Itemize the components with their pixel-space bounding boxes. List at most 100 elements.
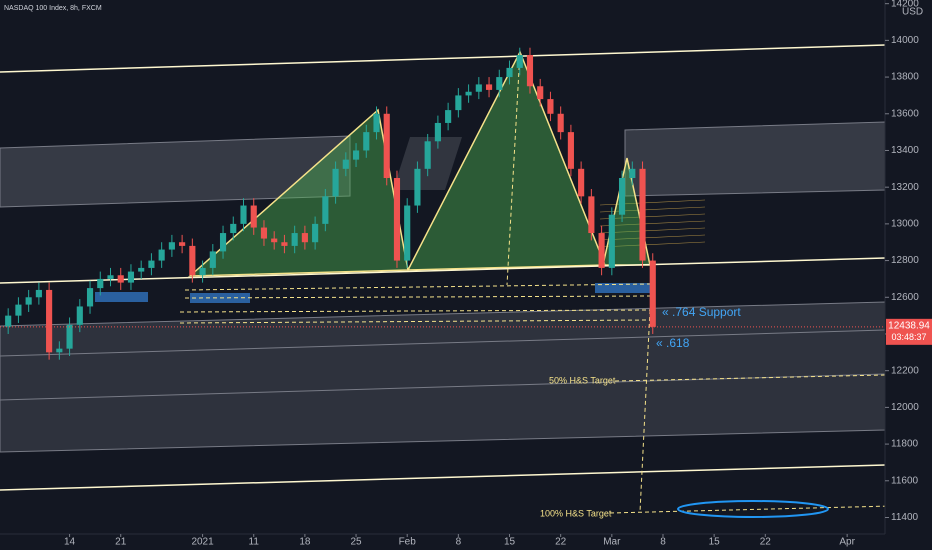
candle-body xyxy=(537,86,544,100)
candle-body xyxy=(506,67,513,78)
plot xyxy=(5,47,656,360)
neckline xyxy=(0,257,886,284)
candle-body xyxy=(209,251,216,268)
candle-body xyxy=(35,289,42,298)
demand-zone xyxy=(190,293,250,303)
candle-body xyxy=(629,168,636,178)
candle-body xyxy=(117,275,124,283)
y-tick-label: 12200 xyxy=(891,365,919,376)
x-tick-label: 18 xyxy=(299,537,311,548)
candle-body xyxy=(618,178,626,215)
support-band xyxy=(0,301,886,453)
candle-body xyxy=(465,91,472,96)
candle-body xyxy=(383,113,390,178)
x-tick-label: 8 xyxy=(660,537,666,548)
band-line xyxy=(0,329,886,357)
candle-body xyxy=(557,113,564,133)
candle-body xyxy=(526,55,534,87)
x-tick-label: Apr xyxy=(839,537,855,548)
candle-body xyxy=(301,233,308,243)
candle-body xyxy=(66,324,73,349)
annotation: « .764 Support xyxy=(662,305,741,319)
candle-body xyxy=(138,267,145,272)
candle-body xyxy=(373,113,380,133)
candle-body xyxy=(291,233,298,246)
candle-body xyxy=(219,233,227,252)
x-tick-label: 22 xyxy=(555,537,567,548)
x-tick-label: 15 xyxy=(504,537,516,548)
x-tick-label: 25 xyxy=(350,537,362,548)
candle-body xyxy=(240,205,247,224)
y-tick-label: 14000 xyxy=(891,35,919,46)
demand-zone xyxy=(95,292,148,302)
y-tick-label: 13600 xyxy=(891,108,919,119)
candle-body xyxy=(393,178,401,261)
candle-body xyxy=(281,242,288,246)
y-tick-label: 12800 xyxy=(891,255,919,266)
annotation: 100% H&S Target xyxy=(540,508,612,518)
y-tick-label: 13800 xyxy=(891,72,919,83)
candle-body xyxy=(250,205,257,228)
candle-body xyxy=(56,348,63,353)
y-tick-label: 13000 xyxy=(891,219,919,230)
candle-body xyxy=(332,168,339,197)
candle-body xyxy=(639,168,646,261)
x-tick-label: 21 xyxy=(115,537,127,548)
x-tick-label: 15 xyxy=(709,537,721,548)
candle-body xyxy=(424,141,431,169)
candle-body xyxy=(567,132,574,169)
annotation: 50% H&S Target xyxy=(549,375,616,385)
chart-title: NASDAQ 100 Index, 8h, FXCM xyxy=(4,5,102,12)
candle-body xyxy=(342,159,349,169)
drawings xyxy=(0,44,932,518)
candle-body xyxy=(5,315,12,327)
candle-body xyxy=(86,288,94,307)
annotation: « .618 xyxy=(656,336,690,350)
y-tick-label: 14200 xyxy=(891,0,919,9)
price-axis xyxy=(885,0,932,550)
y-tick-label: 12600 xyxy=(891,292,919,303)
head-height xyxy=(506,51,521,286)
candle-body xyxy=(547,99,554,114)
candle-body xyxy=(588,196,595,234)
candle-body xyxy=(271,238,278,243)
y-tick-label: 11600 xyxy=(891,475,919,486)
head xyxy=(406,50,607,271)
candle-body xyxy=(322,196,329,224)
currency: USD xyxy=(902,7,923,18)
candle-body xyxy=(148,260,155,268)
candle-body xyxy=(46,289,53,353)
candle-body xyxy=(455,95,462,111)
candle-body xyxy=(363,132,370,151)
demand-zone xyxy=(595,283,650,293)
channel-band xyxy=(0,135,351,208)
candle-body xyxy=(445,110,452,123)
candle-body xyxy=(97,278,104,289)
last-price: 12438.94 xyxy=(888,320,930,331)
candle-body xyxy=(25,297,32,305)
bottom-line xyxy=(0,464,886,491)
candle-body xyxy=(414,168,421,206)
candle-body xyxy=(434,122,441,142)
x-tick-label: 11 xyxy=(249,537,260,548)
candle-body xyxy=(649,260,656,327)
candle-body xyxy=(312,223,319,243)
candle-body xyxy=(189,245,196,276)
target-ellipse xyxy=(677,500,829,518)
price-tag xyxy=(886,318,932,345)
dashed-levels xyxy=(179,283,932,514)
y-tick-label: 13400 xyxy=(891,145,919,156)
candle-body xyxy=(76,306,83,325)
x-tick-label: 14 xyxy=(64,537,76,548)
y-tick-label: 13200 xyxy=(891,182,919,193)
countdown: 03:48:37 xyxy=(891,332,926,342)
fib-box xyxy=(599,199,706,248)
candle-body xyxy=(230,223,237,234)
channel-band xyxy=(624,121,886,197)
candle-body xyxy=(168,242,175,250)
x-tick-label: 22 xyxy=(760,537,772,548)
candle-body xyxy=(352,150,360,160)
candle-body xyxy=(485,84,493,90)
